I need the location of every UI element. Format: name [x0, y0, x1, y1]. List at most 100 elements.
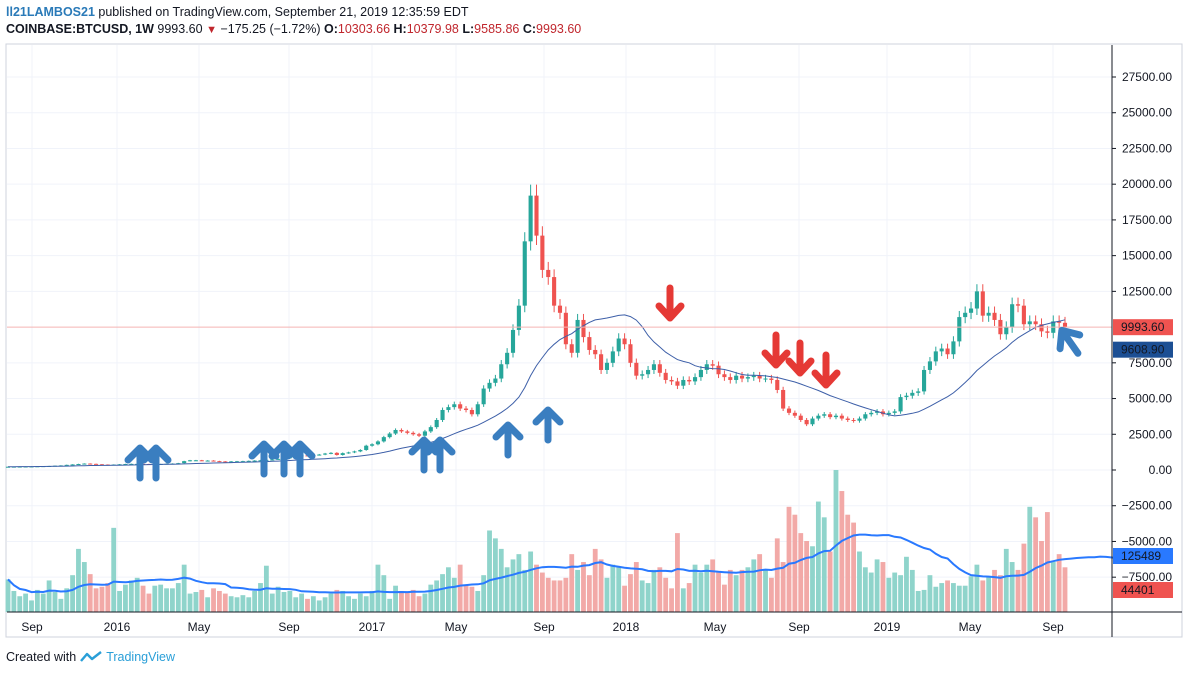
- candle-body: [94, 463, 99, 465]
- candle-body: [851, 419, 856, 421]
- candle-body: [828, 414, 833, 418]
- y-tick-label: 20000.00: [1122, 177, 1172, 191]
- volume-bar: [868, 572, 874, 612]
- candle-body: [675, 381, 680, 386]
- volume-bar: [751, 559, 757, 612]
- y-tick-label: 2500.00: [1129, 427, 1173, 441]
- volume-bar: [34, 589, 40, 612]
- candle-body: [704, 364, 709, 370]
- volume-bar: [745, 567, 751, 612]
- candle-body: [411, 432, 416, 435]
- candle-body: [76, 463, 81, 465]
- volume-bar: [1062, 567, 1068, 612]
- volume-bar: [569, 554, 575, 612]
- volume-bar: [399, 590, 404, 612]
- candle-body: [963, 312, 968, 318]
- y-tick-label: 15000.00: [1122, 249, 1172, 263]
- candle-body: [986, 312, 991, 316]
- x-tick-label: May: [445, 620, 468, 634]
- candle-body: [123, 463, 128, 465]
- buy-arrow-icon: [532, 406, 564, 444]
- volume-bar: [939, 583, 945, 612]
- candle-body: [5, 466, 11, 468]
- candle-body: [534, 195, 539, 236]
- author-link[interactable]: ll21LAMBOS21: [6, 5, 95, 19]
- candle-body: [739, 375, 745, 379]
- last-price-label: 9993.60: [1121, 320, 1165, 334]
- volume-bar: [175, 583, 181, 612]
- candle-body: [552, 277, 557, 306]
- volume-bar: [216, 590, 222, 612]
- volume-bar: [1003, 548, 1009, 612]
- volume-bar: [187, 593, 193, 612]
- candle-body: [1015, 304, 1021, 306]
- volume-bar: [639, 580, 645, 612]
- volume-bar: [134, 577, 140, 612]
- footer: Created with TradingView: [6, 650, 175, 664]
- candle-body: [1045, 331, 1050, 333]
- candle-body: [452, 404, 457, 408]
- candle-body: [393, 429, 398, 434]
- candle-body: [769, 378, 774, 380]
- high-value: 10379.98: [406, 22, 459, 36]
- y-tick-label: −5000.00: [1122, 534, 1173, 548]
- candle-body: [323, 453, 328, 455]
- candle-body: [417, 434, 422, 436]
- symbol-name[interactable]: COINBASE:BTCUSD, 1W: [6, 22, 154, 36]
- volume-bar: [886, 577, 892, 612]
- candle-body: [974, 291, 979, 309]
- y-tick-label: 5000.00: [1129, 392, 1173, 406]
- volume-bar: [234, 597, 240, 612]
- volume-bar: [193, 592, 199, 612]
- open-value: 10303.66: [337, 22, 391, 36]
- buy-arrow-icon: [284, 440, 316, 478]
- volume-bar: [962, 585, 968, 612]
- volume-bar: [739, 569, 745, 612]
- volume-bar: [381, 575, 387, 612]
- volume-bar: [29, 600, 34, 612]
- volume-bar: [287, 590, 293, 612]
- volume-bar: [733, 575, 739, 612]
- volume-bar: [1056, 554, 1062, 612]
- volume-bar: [851, 522, 857, 612]
- y-tick-label: −2500.00: [1122, 499, 1173, 513]
- volume-bar: [557, 580, 563, 612]
- volume-bar: [810, 546, 815, 612]
- volume-bar: [933, 586, 939, 612]
- candle-body: [786, 408, 792, 413]
- candle-body: [211, 460, 216, 462]
- volume-bar: [64, 588, 70, 612]
- candle-body: [428, 427, 433, 432]
- candle-body: [129, 463, 134, 465]
- volume-bar: [598, 559, 604, 612]
- last-price-label-bg: [1113, 319, 1173, 336]
- candle-body: [593, 349, 598, 355]
- tradingview-link[interactable]: TradingView: [106, 650, 175, 664]
- volume-bar: [1027, 506, 1033, 612]
- volume-bar: [123, 584, 128, 612]
- volume-bar: [915, 590, 921, 612]
- candle-body: [798, 415, 803, 420]
- volume-bar: [422, 593, 428, 612]
- candle-body: [234, 461, 240, 463]
- volume-bar: [481, 575, 487, 612]
- volume-bar: [81, 562, 87, 612]
- x-tick-label: Sep: [1042, 620, 1064, 634]
- volume-bar: [87, 574, 93, 612]
- candle-body: [117, 464, 122, 466]
- candle-body: [869, 412, 874, 415]
- candle-body: [810, 418, 815, 425]
- x-tick-label: May: [704, 620, 727, 634]
- candle-body: [922, 369, 927, 392]
- candle-body: [1021, 305, 1026, 325]
- x-tick-label: Sep: [788, 620, 810, 634]
- volume-bar: [727, 569, 733, 612]
- candle-body: [475, 404, 480, 415]
- candle-body: [516, 305, 521, 330]
- candle-body: [328, 452, 334, 454]
- candle-body: [687, 379, 692, 382]
- volume-bar: [205, 597, 211, 612]
- volume-bar: [1021, 543, 1027, 612]
- candle-body: [581, 319, 586, 338]
